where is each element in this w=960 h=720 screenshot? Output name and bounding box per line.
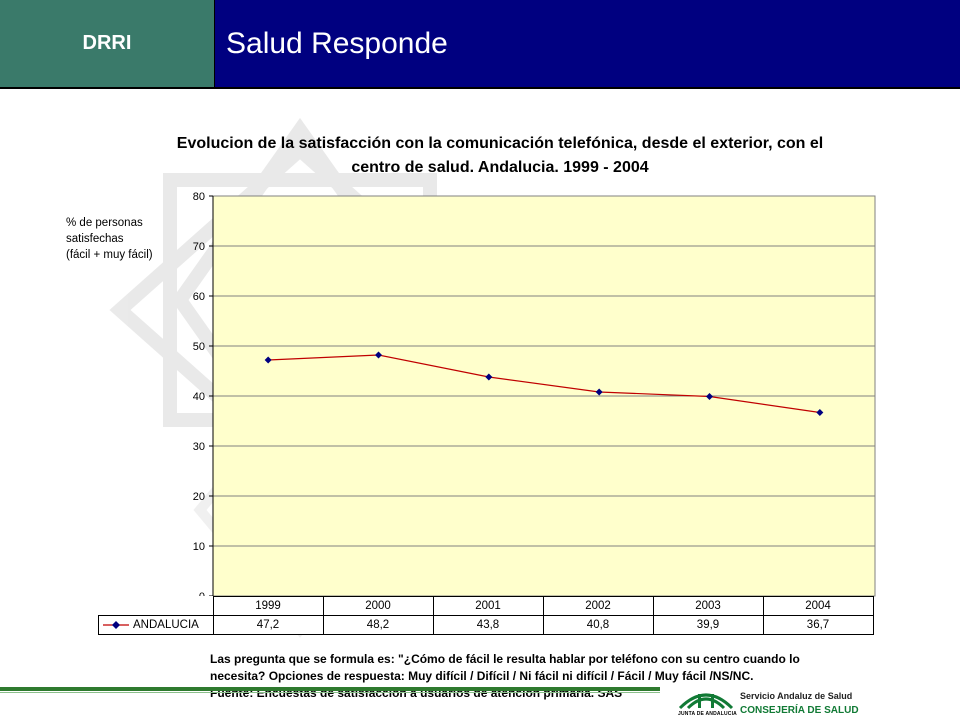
gridlines — [213, 245, 875, 547]
header-left-panel: DRRI — [0, 0, 215, 87]
y-tick-label: 20 — [193, 491, 205, 503]
y-tick-label: 50 — [193, 341, 205, 353]
footnote-line-1: Las pregunta que se formula es: "¿Cómo d… — [210, 652, 800, 666]
category-label: 2003 — [652, 596, 764, 616]
value-cell: 47,2 — [212, 615, 324, 635]
junta-andalucia-logo-icon — [678, 693, 734, 710]
legend-marker-icon — [103, 620, 129, 629]
legend-entry: ANDALUCIA — [98, 615, 214, 635]
footer-logo: JUNTA DE ANDALUCIA Servicio Andaluz de S… — [676, 682, 956, 720]
series-line — [268, 354, 820, 414]
y-axis-label-line-1: % de personas — [66, 217, 143, 229]
y-axis-label-line-3: (fácil + muy fácil) — [66, 249, 153, 261]
chart-data-table: 1999 2000 2001 2002 2003 2004 ANDALUCIA … — [98, 596, 874, 635]
category-label: 2004 — [762, 596, 874, 616]
data-table-corner — [99, 597, 214, 616]
category-label: 2001 — [432, 596, 544, 616]
y-axis-label-line-2: satisfechas — [66, 233, 124, 245]
data-point — [706, 393, 713, 400]
header-rule — [0, 87, 960, 89]
logo-org-line-2: CONSEJERÍA DE SALUD — [740, 705, 859, 716]
logo-org-line-1: Servicio Andaluz de Salud — [740, 691, 853, 701]
y-tick-label: 30 — [193, 441, 205, 453]
value-cell: 36,7 — [762, 615, 874, 635]
y-axis-ticks: 01020304050607080 — [193, 191, 214, 603]
y-tick-label: 70 — [193, 241, 205, 253]
chart-title-line-1: Evolucion de la satisfacción con la comu… — [176, 135, 824, 152]
legend-series-name: ANDALUCIA — [133, 619, 199, 631]
data-point — [595, 388, 603, 396]
data-point — [816, 409, 824, 416]
header-title-bar: Salud Responde — [215, 0, 960, 87]
y-axis-label: % de personas satisfechas (fácil + muy f… — [66, 215, 206, 263]
header-left-label: DRRI — [82, 32, 132, 54]
category-label: 1999 — [212, 596, 324, 616]
chart-title-line-2: centro de salud. Andalucia. 1999 - 2004 — [351, 159, 649, 176]
category-label: 2002 — [542, 596, 654, 616]
value-cell: 40,8 — [542, 615, 654, 635]
data-point — [375, 351, 382, 359]
y-tick-label: 60 — [193, 291, 205, 303]
value-cell: 39,9 — [652, 615, 764, 635]
slide-header: DRRI Salud Responde — [0, 0, 960, 89]
data-table-series-row: ANDALUCIA 47,2 48,2 43,8 40,8 39,9 36,7 — [98, 615, 874, 635]
chart-title: Evolucion de la satisfacción con la comu… — [120, 132, 880, 180]
value-cell: 48,2 — [322, 615, 434, 635]
y-tick-label: 10 — [193, 541, 205, 553]
footer-green-bar — [0, 687, 660, 691]
data-point — [264, 356, 272, 364]
y-tick-label: 80 — [193, 191, 205, 203]
value-cell: 43,8 — [432, 615, 544, 635]
category-label: 2000 — [322, 596, 434, 616]
series-andalucia — [264, 351, 824, 416]
logo-caption: JUNTA DE ANDALUCIA — [678, 711, 737, 717]
data-point — [485, 373, 493, 381]
data-table-header-row: 1999 2000 2001 2002 2003 2004 — [99, 596, 874, 616]
y-tick-label: 40 — [193, 391, 205, 403]
slide-title: Salud Responde — [226, 26, 448, 60]
footnote-line-2: necesita? Opciones de respuesta: Muy dif… — [210, 669, 754, 683]
footer-green-rule — [0, 692, 660, 693]
